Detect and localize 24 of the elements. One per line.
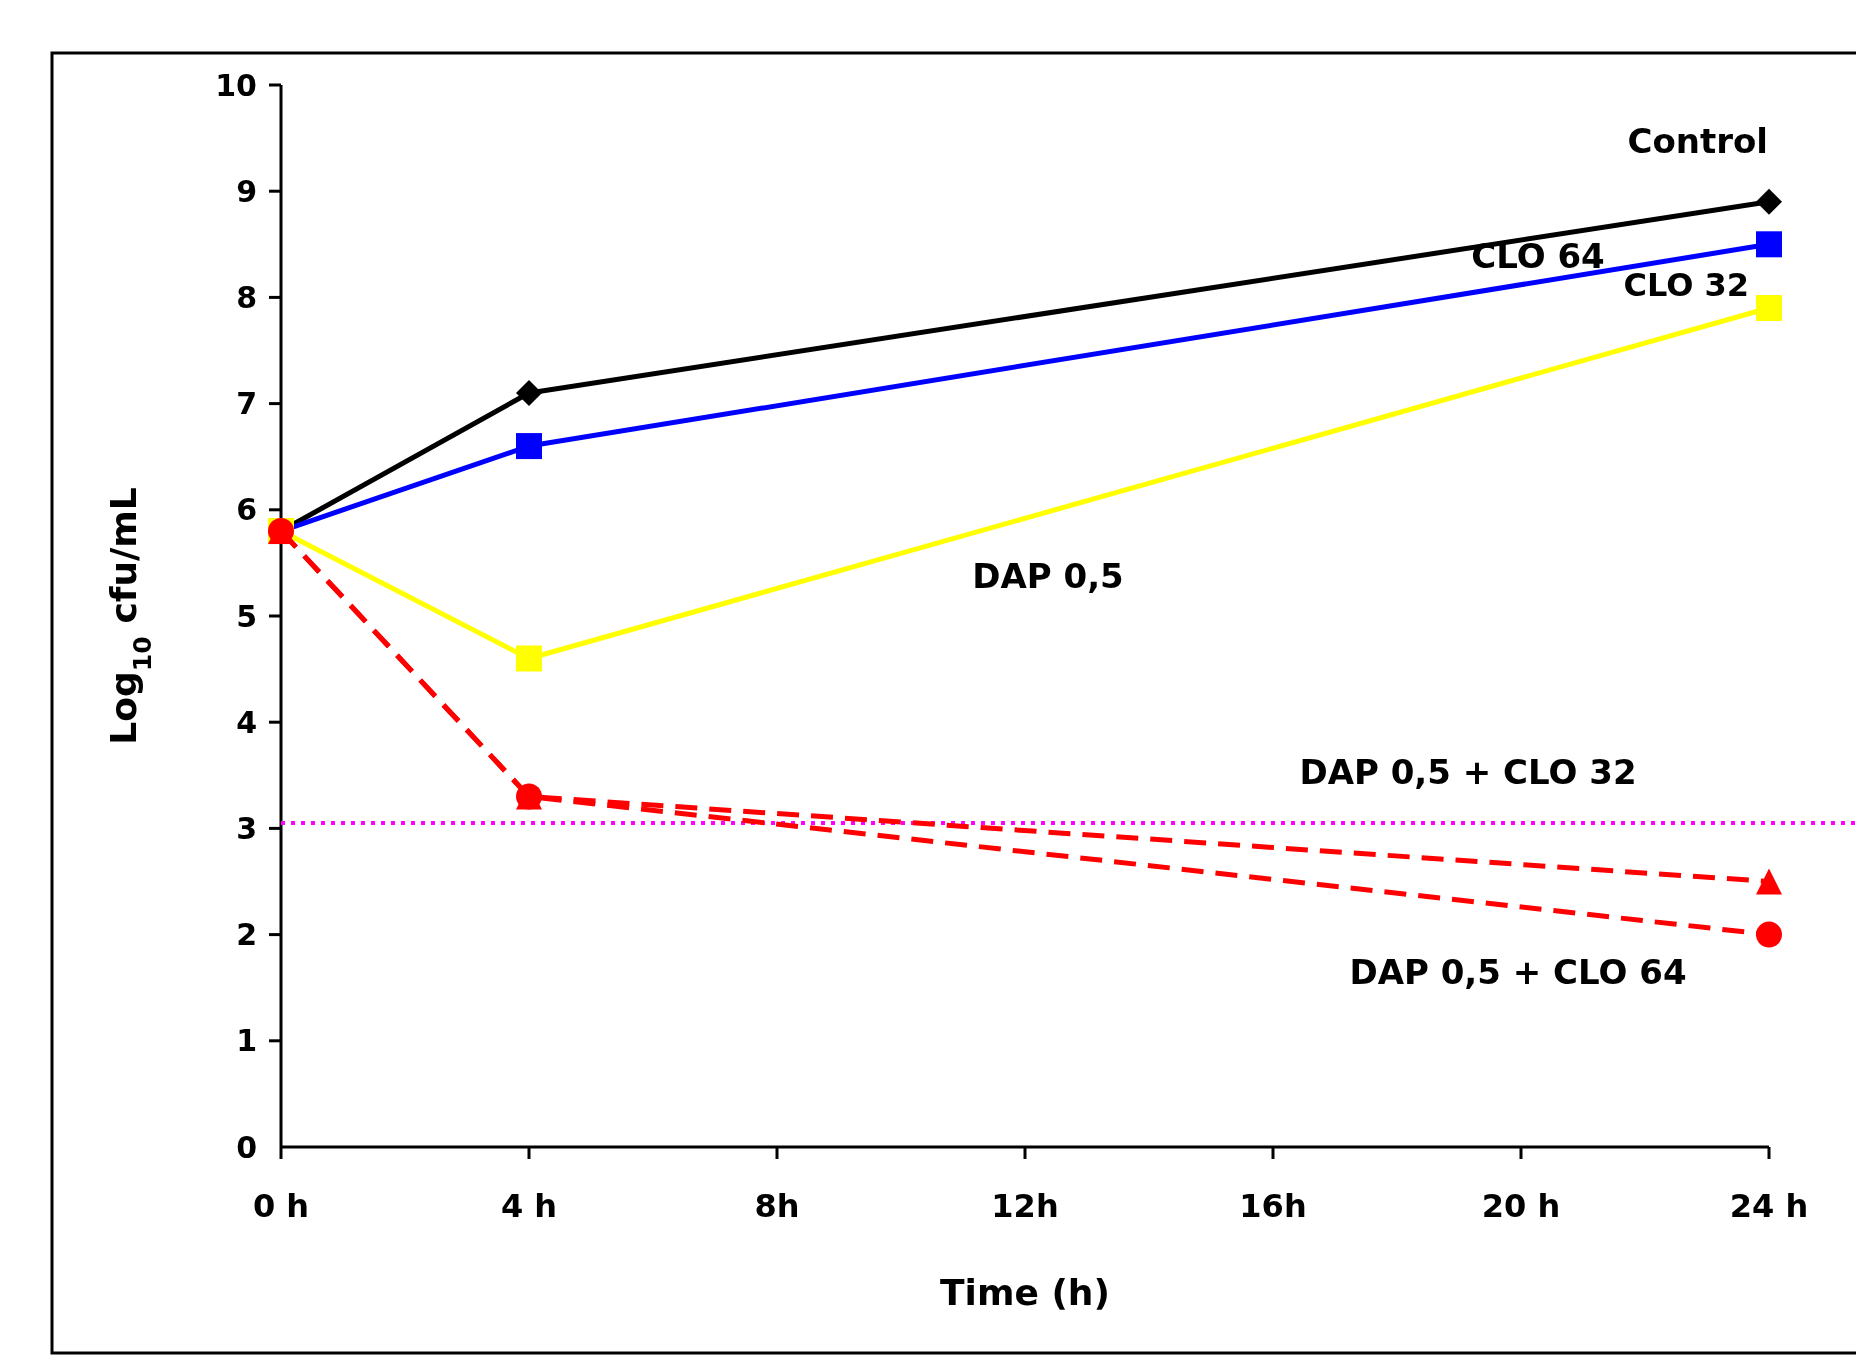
y-tick-label: 6 bbox=[236, 492, 257, 528]
y-tick-label: 1 bbox=[236, 1023, 257, 1059]
y-tick-label: 10 bbox=[215, 67, 257, 103]
x-axis-title: Time (h) bbox=[940, 1272, 1110, 1313]
x-tick-label: 0 h bbox=[252, 1187, 310, 1225]
x-tick-label: 4 h bbox=[500, 1187, 558, 1225]
x-tick-label: 12h bbox=[991, 1187, 1059, 1225]
y-tick-label: 8 bbox=[236, 279, 257, 315]
y-tick-label: 2 bbox=[236, 917, 257, 953]
series-label: Control bbox=[1627, 121, 1768, 161]
annotation: CLO 32 bbox=[1623, 266, 1749, 305]
y-tick-label: 3 bbox=[236, 810, 257, 846]
x-tick-label: 8h bbox=[754, 1187, 800, 1225]
y-tick-label: 7 bbox=[236, 386, 257, 422]
y-tick-label: 5 bbox=[236, 598, 257, 634]
x-tick-label: 20 h bbox=[1481, 1187, 1561, 1225]
series-label: DAP 0,5 + CLO 32 bbox=[1299, 752, 1637, 792]
x-tick-label: 24 h bbox=[1729, 1187, 1809, 1225]
y-tick-label: 9 bbox=[236, 173, 257, 209]
series-label: DAP 0,5 bbox=[972, 556, 1124, 596]
y-tick-label: 0 bbox=[236, 1129, 257, 1165]
series-label: DAP 0,5 + CLO 64 bbox=[1349, 952, 1687, 992]
y-tick-label: 4 bbox=[236, 704, 257, 740]
x-tick-label: 16h bbox=[1239, 1187, 1307, 1225]
